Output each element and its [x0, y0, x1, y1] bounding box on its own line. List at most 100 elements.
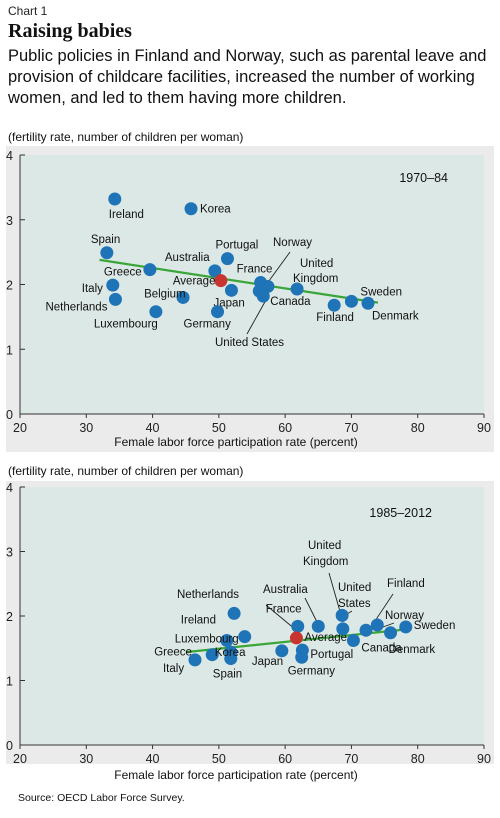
x-tick-label: 70 — [344, 752, 358, 766]
point-label-germany: Germany — [288, 665, 336, 677]
x-axis-title: Female labor force participation rate (p… — [114, 435, 357, 449]
point-japan — [224, 283, 238, 297]
point-japan — [275, 644, 289, 658]
point-label-france: France — [266, 603, 302, 615]
chart-number: Chart 1 — [8, 4, 48, 18]
point-germany — [211, 305, 225, 319]
x-tick-label: 20 — [13, 421, 27, 435]
x-tick-label: 80 — [411, 752, 425, 766]
point-united-kingdom — [336, 622, 350, 636]
x-tick-label: 30 — [79, 421, 93, 435]
x-tick-label: 90 — [477, 421, 491, 435]
point-average — [214, 274, 228, 288]
point-label-greece: Greece — [104, 267, 142, 279]
point-label-united-kingdom: United — [300, 258, 333, 270]
point-label-ireland: Ireland — [181, 615, 216, 627]
point-label-united-states: United — [338, 582, 371, 594]
y-tick-label: 2 — [6, 610, 13, 624]
point-greece — [143, 263, 157, 277]
x-tick-label: 40 — [146, 421, 160, 435]
point-label-sweden: Sweden — [360, 286, 402, 298]
point-label-finland: Finland — [387, 578, 425, 590]
point-label-portugal: Portugal — [215, 240, 258, 252]
point-korea — [224, 645, 238, 659]
x-tick-label: 50 — [212, 752, 226, 766]
point-label-korea: Korea — [215, 647, 246, 659]
point-label-netherlands: Netherlands — [177, 589, 239, 601]
chart-subtitle: Public policies in Finland and Norway, s… — [8, 47, 487, 107]
point-portugal — [220, 252, 234, 266]
leader-line — [265, 251, 291, 286]
source-note: Source: OECD Labor Force Survey. — [18, 792, 185, 804]
x-tick-label: 90 — [477, 752, 491, 766]
x-tick-label: 60 — [278, 421, 292, 435]
point-label-sweden: Sweden — [414, 620, 456, 632]
point-australia — [208, 264, 222, 278]
point-norway — [370, 618, 384, 632]
leader-line — [304, 597, 319, 625]
x-tick-label: 40 — [146, 752, 160, 766]
point-label-denmark: Denmark — [389, 644, 436, 656]
point-label-canada: Canada — [270, 296, 311, 308]
x-axis-title: Female labor force participation rate (p… — [114, 768, 357, 782]
y-tick-label: 1 — [6, 343, 13, 357]
leader-line — [382, 622, 395, 628]
point-label-australia: Australia — [165, 252, 210, 264]
point-label-japan: Japan — [252, 656, 283, 668]
x-tick-label: 30 — [79, 752, 93, 766]
period-label: 1985–2012 — [369, 506, 432, 520]
point-label-luxembourg: Luxembourg — [175, 634, 239, 646]
point-spain — [100, 246, 114, 260]
point-label-norway: Norway — [273, 237, 312, 249]
point-label-japan: Japan — [213, 297, 244, 309]
point-label-denmark: Denmark — [372, 310, 419, 322]
y-tick-label: 4 — [6, 481, 13, 495]
chart-panel-1: 0 1 2 3 4 20 30 40 50 60 70 80 90 Female labor force … — [6, 146, 494, 452]
point-belgium — [176, 290, 190, 304]
point-portugal — [295, 643, 309, 657]
leader-line — [265, 604, 297, 631]
point-greece — [205, 648, 219, 662]
point-canada — [252, 284, 266, 298]
point-label-ireland: Ireland — [109, 209, 144, 221]
point-label-italy: Italy — [82, 283, 103, 295]
y-tick-label: 4 — [6, 149, 13, 163]
panel2-y-unit-label: (fertility rate, number of children per … — [8, 464, 244, 478]
point-sweden — [399, 620, 413, 634]
point-label-luxembourg: Luxembourg — [94, 319, 158, 331]
y-tick-label: 2 — [6, 279, 13, 293]
y-tick-label: 3 — [6, 214, 13, 228]
point-italy — [106, 278, 120, 292]
point-label-norway: Norway — [385, 610, 424, 622]
point-united-states — [335, 608, 349, 622]
point-label-korea: Korea — [200, 204, 231, 216]
point-australia — [311, 619, 325, 633]
point-label-italy: Italy — [163, 663, 184, 675]
point-denmark — [384, 626, 398, 640]
point-netherlands — [227, 606, 241, 620]
point-label-united-kingdom-line2: Kingdom — [293, 273, 338, 285]
point-label-united-kingdom-line2: Kingdom — [303, 556, 348, 568]
point-korea — [184, 202, 198, 216]
point-denmark — [361, 296, 375, 310]
point-luxembourg — [238, 630, 252, 644]
point-ireland — [220, 634, 234, 648]
point-label-united-states-line2: States — [338, 598, 371, 610]
point-canada — [346, 634, 360, 648]
point-ireland — [108, 192, 122, 206]
point-label-greece: Greece — [154, 647, 192, 659]
point-label-average: Average — [304, 632, 347, 644]
point-label-united-states: United States — [215, 337, 284, 349]
point-netherlands — [108, 292, 122, 306]
y-tick-label: 1 — [6, 675, 13, 689]
point-label-portugal: Portugal — [310, 649, 353, 661]
x-tick-label: 60 — [278, 752, 292, 766]
x-tick-label: 80 — [411, 421, 425, 435]
plot-area — [20, 487, 484, 745]
point-label-belgium: Belgium — [144, 288, 186, 300]
y-tick-label: 0 — [6, 408, 13, 422]
plot-area — [20, 155, 484, 414]
point-label-germany: Germany — [184, 319, 232, 331]
